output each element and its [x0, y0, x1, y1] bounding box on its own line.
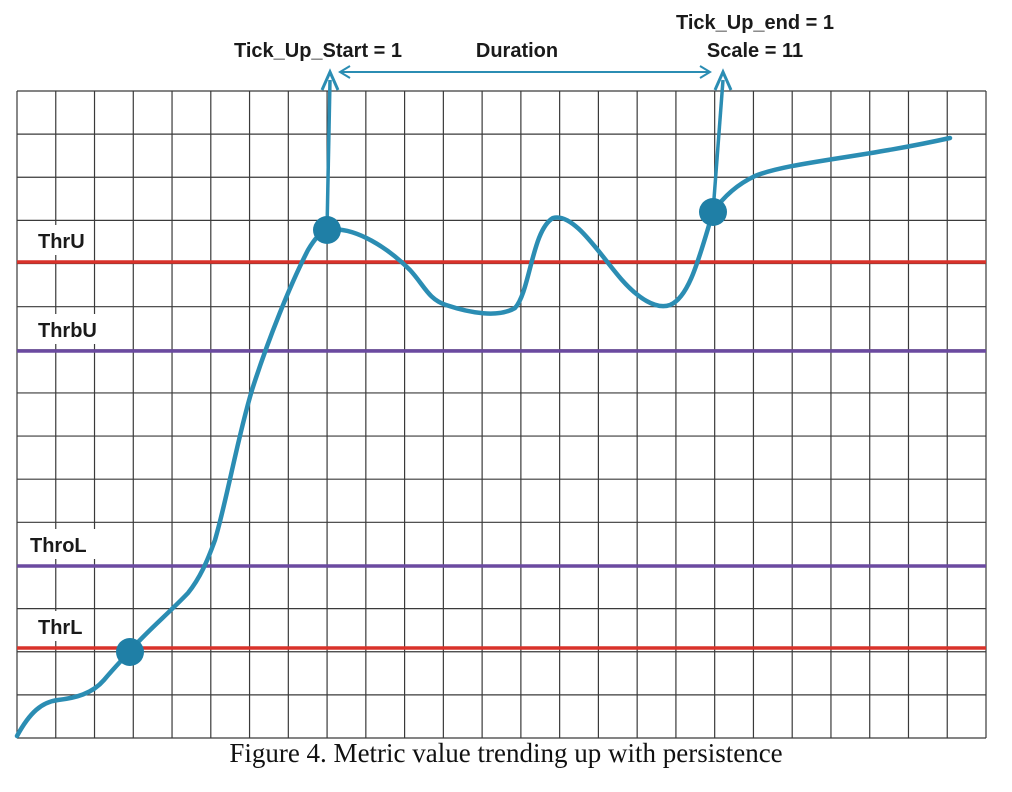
grid [16, 90, 987, 739]
duration-arrowhead-right [699, 65, 712, 79]
tick-up-start-stem [325, 79, 332, 231]
tick-up-end-arrowhead [713, 68, 733, 91]
metric-curve [14, 135, 953, 739]
duration-label: Duration [476, 40, 558, 62]
threshold-label-thru: ThrU [38, 231, 85, 253]
threshold-label-throl: ThroL [30, 535, 87, 557]
marker-thrl-crossing [116, 638, 144, 666]
marker-tick-up-start [313, 216, 341, 244]
marker-tick-up-end [699, 198, 727, 226]
tick-up-end-stem [711, 79, 725, 213]
duration-arrowhead-left [338, 65, 351, 79]
threshold-label-thrl: ThrL [38, 617, 82, 639]
trend-diagram: ThrU ThrbU ThroL ThrL Tick_Up_Start = 1 … [14, 12, 987, 739]
threshold-labels: ThrU ThrbU ThroL ThrL [26, 225, 104, 641]
scale-label: Scale = 11 [707, 40, 803, 62]
tick-up-start-arrowhead [320, 68, 340, 91]
threshold-label-thrbu: ThrbU [38, 320, 97, 342]
tick-up-start-label: Tick_Up_Start = 1 [234, 40, 402, 62]
tick-up-end-label: Tick_Up_end = 1 [676, 12, 834, 34]
figure-caption: Figure 4. Metric value trending up with … [229, 738, 783, 768]
